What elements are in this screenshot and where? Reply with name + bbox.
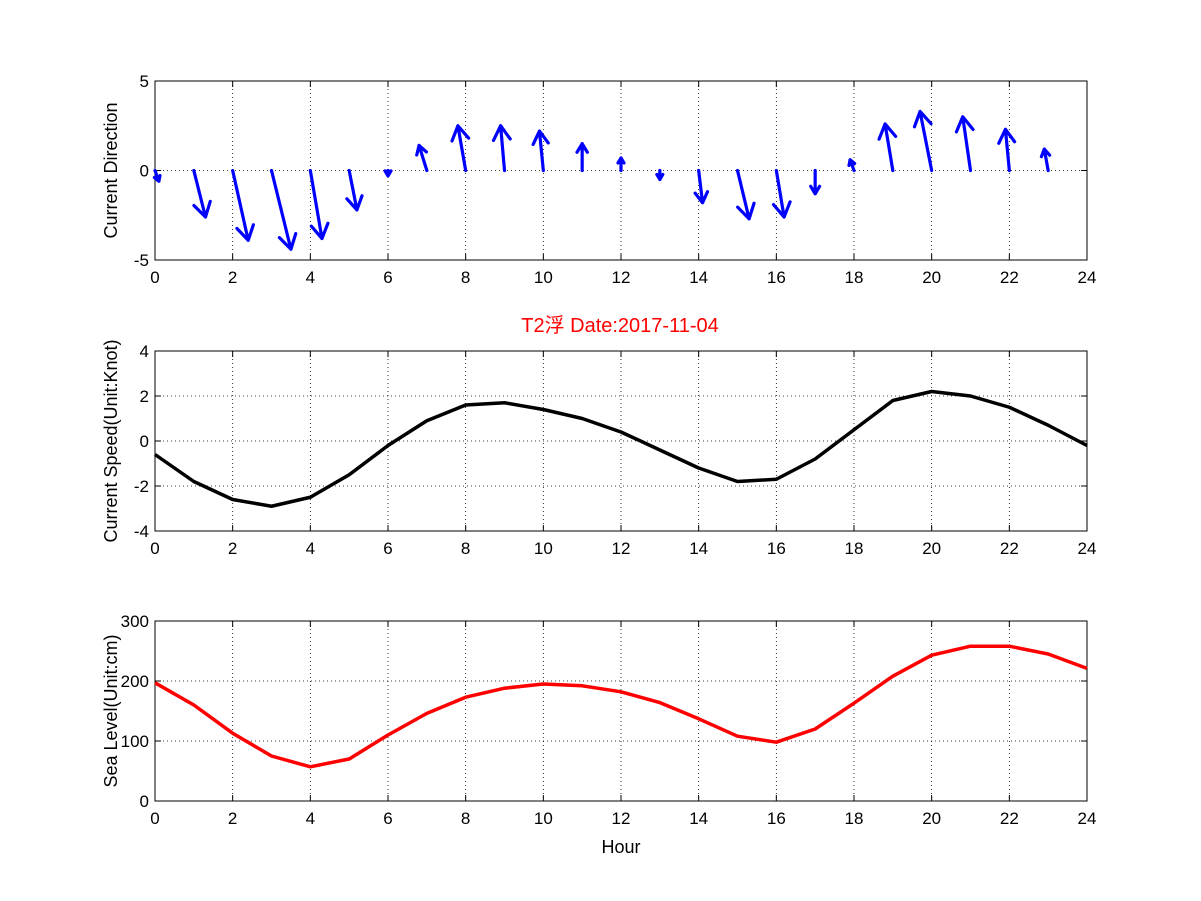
x-tick-label: 14 — [689, 268, 708, 287]
current-arrow — [735, 168, 756, 221]
current-arrow — [877, 122, 898, 173]
x-tick-label: 4 — [306, 268, 315, 287]
current-arrow — [954, 115, 975, 173]
y-tick-label: -2 — [134, 477, 149, 496]
chart-title: T2浮 Date:2017-11-04 — [521, 314, 719, 337]
y-tick-label: -4 — [134, 522, 149, 541]
x-tick-label: 0 — [150, 539, 159, 558]
x-tick-label: 14 — [689, 809, 708, 828]
y-tick-label: 200 — [121, 672, 149, 691]
x-tick-label: 4 — [306, 539, 315, 558]
current-arrow — [997, 127, 1017, 173]
x-tick-label: 24 — [1078, 539, 1097, 558]
current-arrow — [1039, 147, 1052, 173]
current-arrow — [771, 168, 792, 219]
x-tick-label: 22 — [1000, 809, 1019, 828]
x-tick-label: 2 — [228, 539, 237, 558]
x-tick-label: 24 — [1078, 268, 1097, 287]
current-arrow — [269, 168, 298, 251]
plot-area — [154, 620, 1088, 802]
current-arrow — [912, 109, 934, 173]
x-tick-label: 12 — [612, 539, 631, 558]
x-tick-label: 10 — [534, 268, 553, 287]
y-tick-label: 300 — [121, 612, 149, 631]
x-tick-label: 8 — [461, 809, 470, 828]
x-tick-label: 6 — [383, 809, 392, 828]
series-line — [154, 644, 1088, 769]
x-tick-label: 22 — [1000, 539, 1019, 558]
y-tick-label: 0 — [140, 162, 149, 181]
y-tick-label: 0 — [140, 792, 149, 811]
x-tick-label: 20 — [922, 268, 941, 287]
x-tick-label: 18 — [845, 539, 864, 558]
y-tick-label: -5 — [134, 251, 149, 270]
y-tick-label: 0 — [140, 432, 149, 451]
y-tick-label: 100 — [121, 732, 149, 751]
y-axis-label: Sea Level(Unit:cm) — [101, 634, 121, 787]
y-axis-label: Current Speed(Unit:Knot) — [101, 339, 121, 542]
current-arrow — [345, 168, 364, 212]
x-axis-label: Hour — [601, 837, 640, 857]
x-tick-label: 20 — [922, 809, 941, 828]
current-arrow — [693, 168, 710, 205]
x-tick-label: 10 — [534, 809, 553, 828]
current-arrow — [491, 124, 512, 173]
y-tick-label: 5 — [140, 72, 149, 91]
x-tick-label: 2 — [228, 809, 237, 828]
current-arrow — [308, 168, 330, 241]
current-arrow — [383, 168, 393, 178]
x-tick-label: 6 — [383, 539, 392, 558]
x-tick-label: 8 — [461, 268, 470, 287]
x-tick-label: 22 — [1000, 268, 1019, 287]
x-tick-label: 14 — [689, 539, 708, 558]
current-arrow — [616, 156, 626, 173]
current-arrow — [655, 168, 665, 182]
current-arrow — [231, 168, 255, 242]
y-axis-label: Current Direction — [101, 102, 121, 238]
current-arrow — [152, 168, 162, 183]
x-tick-label: 8 — [461, 539, 470, 558]
x-tick-label: 6 — [383, 268, 392, 287]
x-tick-label: 10 — [534, 539, 553, 558]
current-arrow — [450, 124, 471, 173]
current-arrow — [192, 168, 212, 219]
x-tick-label: 16 — [767, 268, 786, 287]
x-tick-label: 2 — [228, 268, 237, 287]
x-tick-label: 16 — [767, 809, 786, 828]
x-tick-label: 20 — [922, 539, 941, 558]
y-tick-label: 4 — [140, 342, 149, 361]
x-tick-label: 0 — [150, 268, 159, 287]
current-arrow — [415, 143, 429, 173]
x-tick-label: 18 — [845, 809, 864, 828]
current-arrow — [809, 168, 822, 196]
current-arrow — [575, 142, 589, 173]
x-tick-label: 18 — [845, 268, 864, 287]
x-tick-label: 4 — [306, 809, 315, 828]
current-arrow — [847, 158, 857, 173]
series-line — [154, 389, 1088, 508]
x-tick-label: 16 — [767, 539, 786, 558]
x-tick-label: 0 — [150, 809, 159, 828]
x-tick-label: 12 — [612, 809, 631, 828]
y-tick-label: 2 — [140, 387, 149, 406]
current-arrow — [531, 129, 550, 173]
x-tick-label: 24 — [1078, 809, 1097, 828]
x-tick-label: 12 — [612, 268, 631, 287]
